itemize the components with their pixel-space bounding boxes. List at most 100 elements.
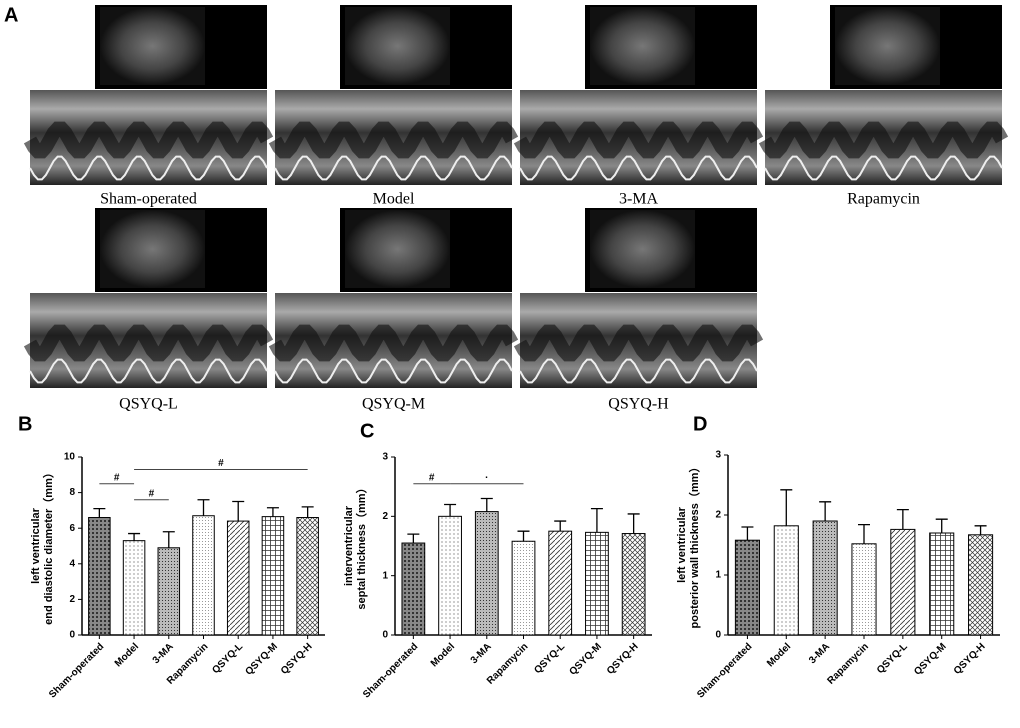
y-tick-label: 0 xyxy=(382,630,388,641)
x-tick-label: QSYQ-H xyxy=(279,641,315,677)
error-bar xyxy=(896,508,909,530)
image-caption: Sham-operated xyxy=(100,191,197,208)
error-bar xyxy=(232,500,245,522)
echo-view xyxy=(345,7,450,85)
bar xyxy=(621,533,646,636)
y-axis-label-line: interventricular xyxy=(343,505,355,586)
echo-view xyxy=(590,7,695,85)
error-bar xyxy=(974,525,987,535)
error-bar xyxy=(590,507,603,533)
significance-mark: · xyxy=(485,472,488,483)
image-caption: QSYQ-L xyxy=(119,396,178,413)
y-tick-label: 2 xyxy=(715,510,721,521)
y-axis-label-line: posterior wall thickness（mm） xyxy=(688,462,701,629)
x-tick-label: Rapamycin xyxy=(825,641,871,687)
echo-view xyxy=(345,210,450,288)
x-tick-label: QSYQ-M xyxy=(912,641,948,677)
bar xyxy=(734,539,760,636)
m-mode-trace xyxy=(513,121,764,159)
bar xyxy=(157,547,181,636)
x-tick-label: Model xyxy=(113,641,141,669)
y-tick-label: 8 xyxy=(69,487,75,498)
image-caption: QSYQ-H xyxy=(608,396,669,413)
x-tick-label: 3-MA xyxy=(469,641,494,666)
m-mode-trace xyxy=(268,121,519,159)
error-bar xyxy=(935,518,948,533)
y-tick-label: 2 xyxy=(382,511,388,522)
y-tick-label: 10 xyxy=(64,452,76,463)
image-caption: Rapamycin xyxy=(847,191,920,208)
bar xyxy=(474,511,499,636)
y-tick-label: 0 xyxy=(69,630,75,641)
error-bar xyxy=(444,503,457,517)
y-tick-label: 2 xyxy=(69,594,75,605)
x-tick-label: 3-MA xyxy=(151,641,176,666)
m-mode-trace xyxy=(29,358,268,384)
y-tick-label: 3 xyxy=(715,450,721,461)
error-bar xyxy=(266,507,279,517)
y-axis-label-line: left ventricular xyxy=(676,506,688,583)
x-tick-label: Model xyxy=(429,641,457,669)
bar xyxy=(890,528,916,636)
x-tick-label: Sham-operated xyxy=(361,641,420,700)
echo-view xyxy=(590,210,695,288)
bar xyxy=(929,532,955,636)
error-bar xyxy=(301,506,314,518)
image-caption: 3-MA xyxy=(619,191,659,208)
m-mode-trace xyxy=(23,121,274,159)
bar xyxy=(511,540,536,636)
panel-label: B xyxy=(18,413,32,435)
y-tick-label: 4 xyxy=(69,558,75,569)
m-mode-trace xyxy=(519,155,758,181)
error-bar xyxy=(554,520,567,532)
image-caption: Model xyxy=(373,191,415,208)
significance-mark: # xyxy=(149,488,155,499)
x-tick-label: Model xyxy=(765,641,793,669)
echo-view xyxy=(100,7,205,85)
bar xyxy=(548,530,573,636)
echo-view xyxy=(100,210,205,288)
panel-label: A xyxy=(4,4,18,26)
bar xyxy=(192,515,215,636)
x-tick-label: QSYQ-L xyxy=(875,641,910,676)
error-bar xyxy=(128,532,141,541)
y-axis-label-line: septal thickness（mm） xyxy=(355,482,368,609)
significance-mark: # xyxy=(218,458,224,469)
y-axis-label: left ventricularposterior wall thickness… xyxy=(676,462,701,629)
significance-mark: # xyxy=(429,472,435,483)
x-tick-label: Sham-operated xyxy=(47,641,106,700)
m-mode-trace xyxy=(758,121,1009,159)
m-mode-trace xyxy=(519,358,758,384)
y-axis-label-line: left ventricular xyxy=(30,507,42,584)
bar xyxy=(773,525,799,636)
y-axis-label-line: end diastolic diameter（mm） xyxy=(42,467,55,625)
x-tick-label: QSYQ-M xyxy=(243,641,279,677)
echo-view xyxy=(835,7,940,85)
x-tick-label: QSYQ-M xyxy=(567,641,603,677)
x-tick-label: QSYQ-H xyxy=(605,641,641,677)
image-caption: QSYQ-M xyxy=(362,396,425,413)
bar xyxy=(585,531,609,636)
panel-label: D xyxy=(693,413,707,435)
x-tick-label: 3-MA xyxy=(807,641,832,666)
m-mode-trace xyxy=(268,324,519,362)
y-tick-label: 1 xyxy=(715,570,721,581)
error-bar xyxy=(780,489,793,526)
m-mode-trace xyxy=(513,324,764,362)
y-tick-label: 6 xyxy=(69,523,75,534)
y-axis-label: left ventricularend diastolic diameter（m… xyxy=(30,467,55,625)
bar xyxy=(812,520,838,636)
error-bar xyxy=(480,497,493,512)
error-bar xyxy=(407,533,420,544)
error-bar xyxy=(819,501,832,521)
y-tick-label: 3 xyxy=(382,452,388,463)
m-mode-trace xyxy=(23,324,274,362)
bar xyxy=(968,534,994,636)
x-tick-label: QSYQ-H xyxy=(952,641,988,677)
bar xyxy=(261,516,285,636)
m-mode-trace xyxy=(274,155,513,181)
bar xyxy=(122,540,146,636)
error-bar xyxy=(93,507,106,518)
bar xyxy=(226,520,250,636)
